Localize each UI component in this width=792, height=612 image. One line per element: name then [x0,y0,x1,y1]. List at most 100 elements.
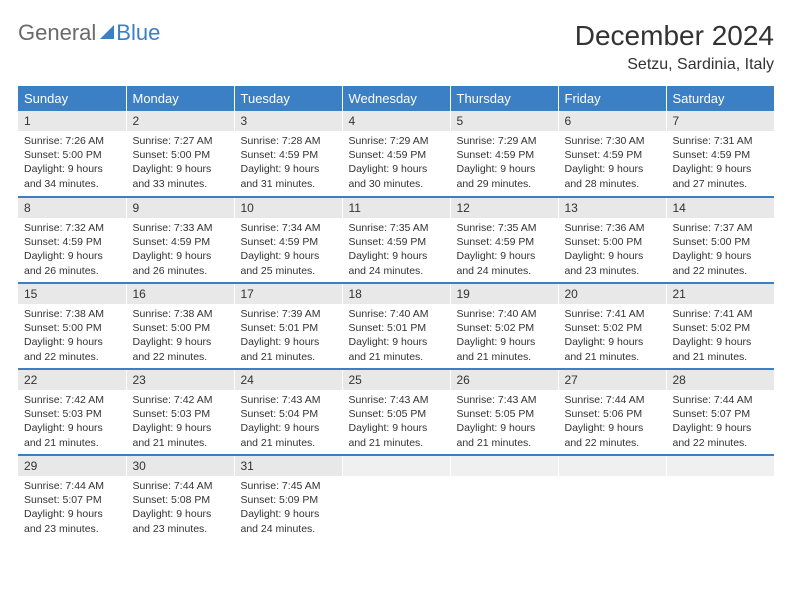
daylight-line: Daylight: 9 hours and 21 minutes. [241,421,336,449]
title-block: December 2024 Setzu, Sardinia, Italy [575,20,774,74]
calendar-day-cell: 7Sunrise: 7:31 AMSunset: 4:59 PMDaylight… [666,111,774,197]
day-details: Sunrise: 7:28 AMSunset: 4:59 PMDaylight:… [235,131,342,195]
day-details: Sunrise: 7:29 AMSunset: 4:59 PMDaylight:… [451,131,558,195]
sunrise-line: Sunrise: 7:43 AM [457,393,552,407]
daylight-line: Daylight: 9 hours and 22 minutes. [673,249,769,277]
calendar-day-cell [450,455,558,541]
calendar-day-cell: 17Sunrise: 7:39 AMSunset: 5:01 PMDayligh… [234,283,342,369]
sunset-line: Sunset: 4:59 PM [457,235,552,249]
daylight-line: Daylight: 9 hours and 29 minutes. [457,162,552,190]
day-number: 31 [235,456,342,476]
day-number: 3 [235,111,342,131]
day-header: Saturday [666,86,774,111]
day-number: 29 [18,456,126,476]
sunset-line: Sunset: 4:59 PM [457,148,552,162]
sunrise-line: Sunrise: 7:40 AM [457,307,552,321]
sunset-line: Sunset: 5:05 PM [349,407,444,421]
calendar-week: 8Sunrise: 7:32 AMSunset: 4:59 PMDaylight… [18,197,774,283]
day-number: 13 [559,198,666,218]
day-number-empty [343,456,450,476]
daylight-line: Daylight: 9 hours and 22 minutes. [133,335,228,363]
calendar-day-cell: 22Sunrise: 7:42 AMSunset: 5:03 PMDayligh… [18,369,126,455]
daylight-line: Daylight: 9 hours and 21 minutes. [457,421,552,449]
day-details: Sunrise: 7:45 AMSunset: 5:09 PMDaylight:… [235,476,342,540]
sunrise-line: Sunrise: 7:44 AM [673,393,769,407]
day-number: 4 [343,111,450,131]
day-number-empty [667,456,775,476]
sunrise-line: Sunrise: 7:44 AM [24,479,120,493]
day-details: Sunrise: 7:31 AMSunset: 4:59 PMDaylight:… [667,131,775,195]
day-number: 9 [127,198,234,218]
daylight-line: Daylight: 9 hours and 30 minutes. [349,162,444,190]
day-details: Sunrise: 7:30 AMSunset: 4:59 PMDaylight:… [559,131,666,195]
day-details: Sunrise: 7:35 AMSunset: 4:59 PMDaylight:… [451,218,558,282]
daylight-line: Daylight: 9 hours and 21 minutes. [349,421,444,449]
daylight-line: Daylight: 9 hours and 33 minutes. [133,162,228,190]
calendar-day-cell: 20Sunrise: 7:41 AMSunset: 5:02 PMDayligh… [558,283,666,369]
sunset-line: Sunset: 5:00 PM [673,235,769,249]
calendar-day-cell: 6Sunrise: 7:30 AMSunset: 4:59 PMDaylight… [558,111,666,197]
day-number: 23 [127,370,234,390]
day-number: 5 [451,111,558,131]
logo-text-general: General [18,20,96,46]
sunrise-line: Sunrise: 7:26 AM [24,134,120,148]
calendar-day-cell: 31Sunrise: 7:45 AMSunset: 5:09 PMDayligh… [234,455,342,541]
calendar-head: SundayMondayTuesdayWednesdayThursdayFrid… [18,86,774,111]
day-number: 28 [667,370,775,390]
sunset-line: Sunset: 5:02 PM [673,321,769,335]
sunset-line: Sunset: 5:06 PM [565,407,660,421]
sunset-line: Sunset: 5:00 PM [24,148,120,162]
calendar-day-cell: 23Sunrise: 7:42 AMSunset: 5:03 PMDayligh… [126,369,234,455]
sunset-line: Sunset: 5:02 PM [565,321,660,335]
calendar-day-cell: 2Sunrise: 7:27 AMSunset: 5:00 PMDaylight… [126,111,234,197]
sunset-line: Sunset: 4:59 PM [24,235,120,249]
day-header: Sunday [18,86,126,111]
daylight-line: Daylight: 9 hours and 24 minutes. [241,507,336,535]
day-number: 14 [667,198,775,218]
daylight-line: Daylight: 9 hours and 21 minutes. [349,335,444,363]
calendar-day-cell: 5Sunrise: 7:29 AMSunset: 4:59 PMDaylight… [450,111,558,197]
day-details: Sunrise: 7:41 AMSunset: 5:02 PMDaylight:… [559,304,666,368]
logo: General Blue [18,20,160,46]
calendar-day-cell: 13Sunrise: 7:36 AMSunset: 5:00 PMDayligh… [558,197,666,283]
daylight-line: Daylight: 9 hours and 31 minutes. [241,162,336,190]
calendar-day-cell: 12Sunrise: 7:35 AMSunset: 4:59 PMDayligh… [450,197,558,283]
day-number: 26 [451,370,558,390]
day-number: 8 [18,198,126,218]
day-header: Wednesday [342,86,450,111]
day-header: Tuesday [234,86,342,111]
sunset-line: Sunset: 5:00 PM [133,148,228,162]
sunset-line: Sunset: 4:59 PM [349,235,444,249]
day-details: Sunrise: 7:41 AMSunset: 5:02 PMDaylight:… [667,304,775,368]
day-number: 21 [667,284,775,304]
sunrise-line: Sunrise: 7:33 AM [133,221,228,235]
day-number: 16 [127,284,234,304]
sunset-line: Sunset: 4:59 PM [349,148,444,162]
calendar-day-cell: 26Sunrise: 7:43 AMSunset: 5:05 PMDayligh… [450,369,558,455]
day-details: Sunrise: 7:43 AMSunset: 5:05 PMDaylight:… [451,390,558,454]
daylight-line: Daylight: 9 hours and 21 minutes. [133,421,228,449]
sunrise-line: Sunrise: 7:36 AM [565,221,660,235]
day-number: 6 [559,111,666,131]
day-number: 12 [451,198,558,218]
day-details: Sunrise: 7:42 AMSunset: 5:03 PMDaylight:… [127,390,234,454]
daylight-line: Daylight: 9 hours and 22 minutes. [24,335,120,363]
calendar-day-cell: 19Sunrise: 7:40 AMSunset: 5:02 PMDayligh… [450,283,558,369]
daylight-line: Daylight: 9 hours and 22 minutes. [673,421,769,449]
calendar-day-cell: 21Sunrise: 7:41 AMSunset: 5:02 PMDayligh… [666,283,774,369]
sunrise-line: Sunrise: 7:38 AM [24,307,120,321]
daylight-line: Daylight: 9 hours and 22 minutes. [565,421,660,449]
calendar-day-cell: 27Sunrise: 7:44 AMSunset: 5:06 PMDayligh… [558,369,666,455]
day-details: Sunrise: 7:32 AMSunset: 4:59 PMDaylight:… [18,218,126,282]
day-details: Sunrise: 7:44 AMSunset: 5:08 PMDaylight:… [127,476,234,540]
sunrise-line: Sunrise: 7:37 AM [673,221,769,235]
calendar-day-cell: 29Sunrise: 7:44 AMSunset: 5:07 PMDayligh… [18,455,126,541]
day-details: Sunrise: 7:39 AMSunset: 5:01 PMDaylight:… [235,304,342,368]
calendar-day-cell: 1Sunrise: 7:26 AMSunset: 5:00 PMDaylight… [18,111,126,197]
sunset-line: Sunset: 5:05 PM [457,407,552,421]
sunset-line: Sunset: 5:01 PM [349,321,444,335]
calendar-day-cell: 18Sunrise: 7:40 AMSunset: 5:01 PMDayligh… [342,283,450,369]
logo-text-blue: Blue [104,20,160,46]
calendar-day-cell: 28Sunrise: 7:44 AMSunset: 5:07 PMDayligh… [666,369,774,455]
daylight-line: Daylight: 9 hours and 28 minutes. [565,162,660,190]
